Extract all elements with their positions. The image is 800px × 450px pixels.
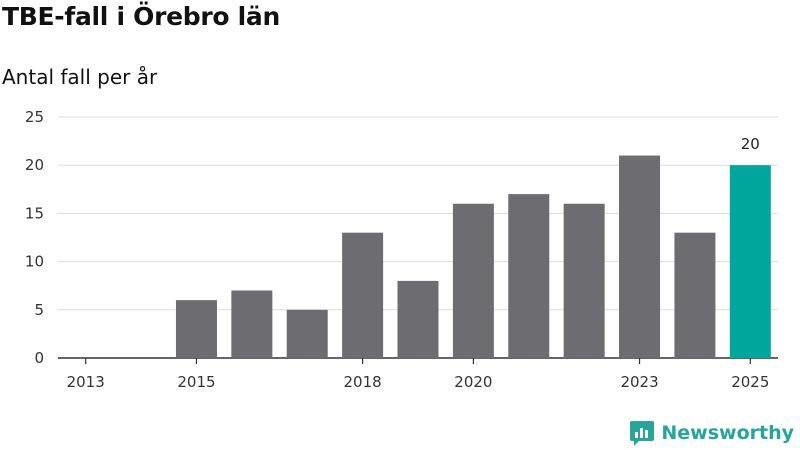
bar-2019 [397, 280, 439, 358]
x-tick-label: 2023 [620, 373, 658, 391]
x-tick-label: 2025 [731, 373, 769, 391]
x-tick-label: 2020 [454, 373, 492, 391]
y-tick-label: 0 [34, 349, 44, 367]
bar-2024 [674, 232, 716, 358]
chart-subtitle: Antal fall per år [2, 65, 158, 89]
chart-title: TBE-fall i Örebro län [2, 2, 281, 31]
data-label: 20 [741, 135, 760, 153]
x-axis-ticks: 2013 2015 2018 2020 2023 2025 [67, 358, 769, 391]
y-tick-label: 5 [34, 301, 44, 319]
bars [175, 155, 771, 358]
bar-2015 [175, 300, 217, 358]
bar-2016 [231, 290, 273, 358]
y-tick-label: 10 [25, 253, 44, 271]
bar-2020 [452, 203, 494, 358]
y-tick-label: 20 [25, 156, 44, 174]
brand-name: Newsworthy [661, 422, 794, 444]
bar-2017 [286, 309, 328, 358]
bar-2023 [619, 155, 661, 358]
x-tick-label: 2015 [177, 373, 215, 391]
bar-2025 [729, 165, 771, 358]
y-axis-ticks: 0 5 10 15 20 25 [25, 108, 44, 367]
x-tick-label: 2013 [67, 373, 105, 391]
bar-2022 [563, 203, 605, 358]
y-tick-label: 15 [25, 204, 44, 222]
brand-logo[interactable]: Newsworthy [629, 420, 794, 446]
bar-2021 [508, 194, 550, 358]
newsworthy-icon [630, 421, 655, 446]
x-tick-label: 2018 [344, 373, 382, 391]
data-labels: 20 [741, 135, 760, 153]
y-tick-label: 25 [25, 108, 44, 126]
bar-2018 [342, 232, 384, 358]
